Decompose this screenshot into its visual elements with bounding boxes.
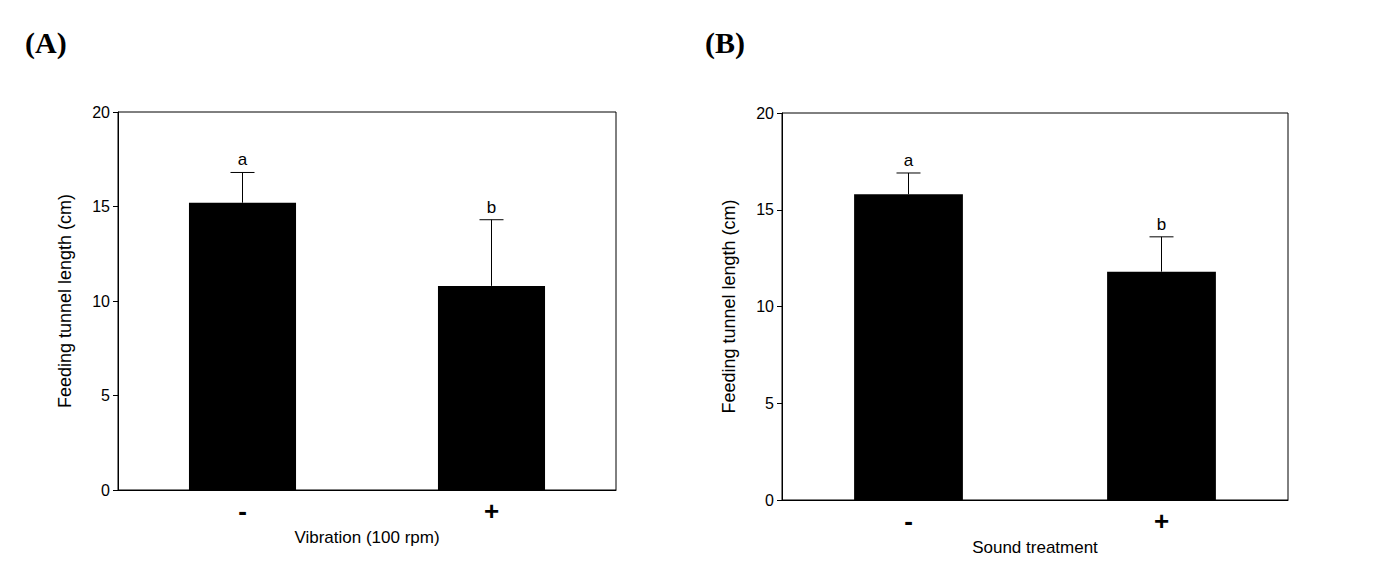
svg-text:a: a <box>904 151 914 170</box>
svg-text:10: 10 <box>92 293 110 310</box>
svg-text:20: 20 <box>756 105 774 122</box>
svg-text:5: 5 <box>101 387 110 404</box>
svg-text:(A): (A) <box>25 26 67 60</box>
svg-text:-: - <box>904 506 913 536</box>
svg-text:a: a <box>238 150 248 169</box>
svg-text:0: 0 <box>101 482 110 499</box>
svg-text:-: - <box>238 496 247 526</box>
svg-text:10: 10 <box>756 298 774 315</box>
svg-text:(B): (B) <box>705 26 745 60</box>
svg-text:Feeding tunnel length (cm): Feeding tunnel length (cm) <box>55 194 75 408</box>
svg-text:Vibration (100 rpm): Vibration (100 rpm) <box>294 528 439 547</box>
svg-text:15: 15 <box>756 201 774 218</box>
svg-text:0: 0 <box>765 492 774 509</box>
svg-text:Feeding tunnel length (cm): Feeding tunnel length (cm) <box>719 199 739 413</box>
svg-text:20: 20 <box>92 104 110 121</box>
svg-text:b: b <box>1157 215 1166 234</box>
svg-text:5: 5 <box>765 395 774 412</box>
svg-text:+: + <box>1154 506 1169 536</box>
svg-text:15: 15 <box>92 198 110 215</box>
svg-text:b: b <box>487 198 496 217</box>
svg-text:+: + <box>484 496 499 526</box>
svg-text:Sound treatment: Sound treatment <box>972 538 1098 557</box>
